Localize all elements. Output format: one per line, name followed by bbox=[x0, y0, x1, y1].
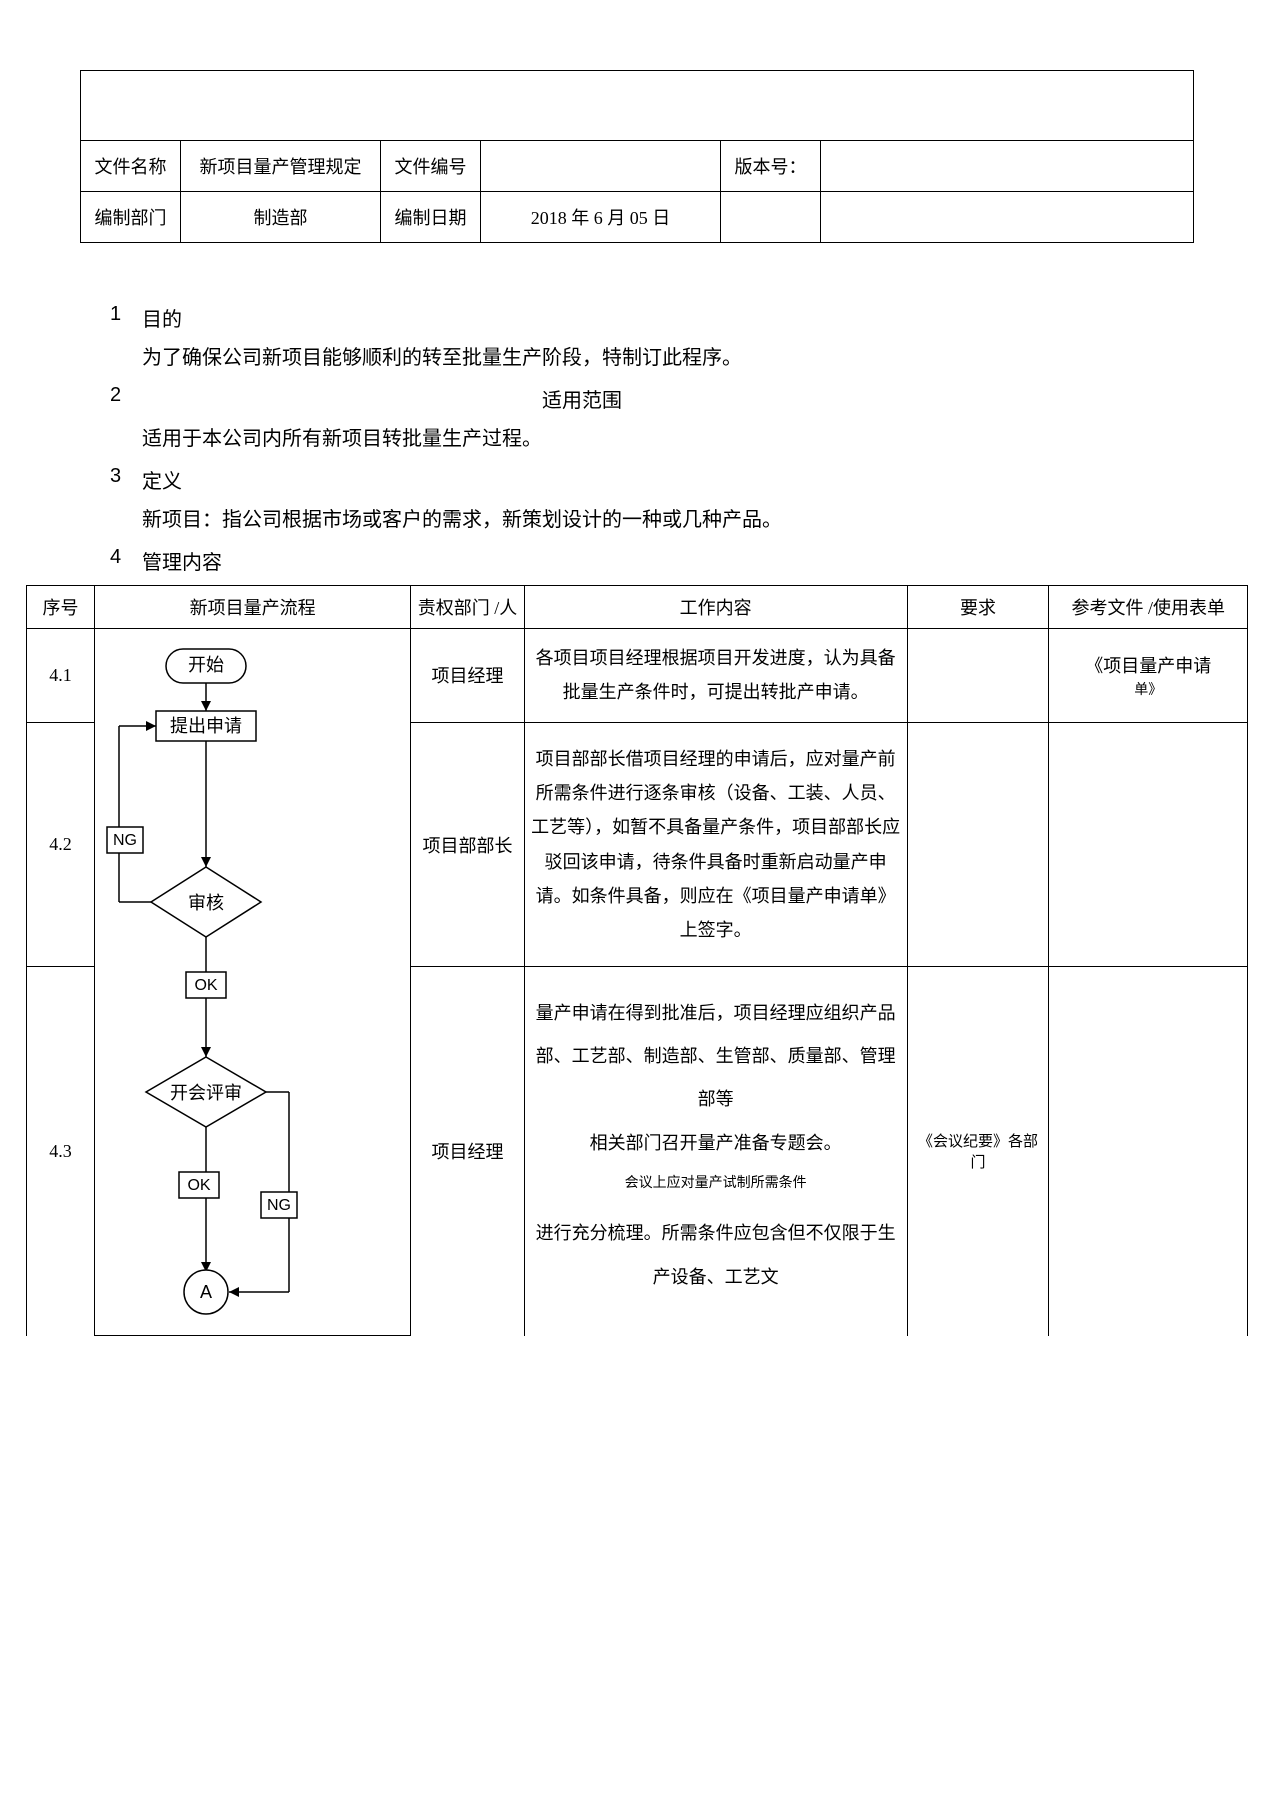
svg-text:开始: 开始 bbox=[188, 655, 224, 675]
hdr-r2c2: 制造部 bbox=[181, 192, 381, 243]
hdr-r1c4 bbox=[481, 141, 721, 192]
section-3: 3 定义 bbox=[110, 465, 1194, 494]
work-4-3-p2: 进行充分梳理。所需条件应包含但不仅限于生产设备、工艺文 bbox=[531, 1212, 901, 1298]
dept-4-2: 项目部部长 bbox=[411, 722, 524, 966]
section-1: 1 目的 bbox=[110, 303, 1194, 332]
section-2: 2 适用范围 bbox=[110, 384, 1194, 413]
hdr-r2c4: 2018 年 6 月 05 日 bbox=[481, 192, 721, 243]
th-flow: 新项目量产流程 bbox=[95, 586, 411, 629]
svg-text:开会评审: 开会评审 bbox=[170, 1083, 242, 1103]
hdr-r2c6 bbox=[821, 192, 1194, 243]
th-work: 工作内容 bbox=[524, 586, 907, 629]
svg-text:NG: NG bbox=[267, 1197, 291, 1214]
hdr-r2c1: 编制部门 bbox=[81, 192, 181, 243]
req-4-2 bbox=[907, 722, 1049, 966]
svg-text:NG: NG bbox=[113, 832, 137, 849]
document-header-table: 文件名称 新项目量产管理规定 文件编号 版本号： 编制部门 制造部 编制日期 2… bbox=[80, 70, 1194, 243]
seq-4-2: 4.2 bbox=[27, 722, 95, 966]
dept-4-3: 项目经理 bbox=[411, 967, 524, 1336]
section-3-num: 3 bbox=[110, 465, 142, 494]
svg-text:审核: 审核 bbox=[188, 893, 224, 913]
section-3-body: 新项目：指公司根据市场或客户的需求，新策划设计的一种或几种产品。 bbox=[142, 504, 1194, 536]
ref-4-2 bbox=[1049, 722, 1248, 966]
th-ref: 参考文件 /使用表单 bbox=[1049, 586, 1248, 629]
ref-4-1: 《项目量产申请 单》 bbox=[1049, 629, 1248, 723]
work-4-3-p1: 量产申请在得到批准后，项目经理应组织产品部、工艺部、制造部、生管部、质量部、管理… bbox=[536, 1003, 896, 1109]
svg-text:OK: OK bbox=[188, 1177, 211, 1194]
svg-text:OK: OK bbox=[195, 977, 218, 994]
req-4-1 bbox=[907, 629, 1049, 723]
hdr-r1c1: 文件名称 bbox=[81, 141, 181, 192]
hdr-r1c5: 版本号： bbox=[721, 141, 821, 192]
content-table: 序号 新项目量产流程 责权部门 /人 工作内容 要求 参考文件 /使用表单 4.… bbox=[26, 585, 1248, 1336]
row-4-1: 4.1 bbox=[27, 629, 1248, 723]
sections-block: 1 目的 为了确保公司新项目能够顺利的转至批量生产阶段，特制订此程序。 2 适用… bbox=[80, 303, 1194, 575]
hdr-r1c3: 文件编号 bbox=[381, 141, 481, 192]
hdr-r2c5 bbox=[721, 192, 821, 243]
hdr-r1c2: 新项目量产管理规定 bbox=[181, 141, 381, 192]
work-4-3-small: 会议上应对量产试制所需条件 bbox=[531, 1167, 901, 1201]
section-2-num: 2 bbox=[110, 384, 142, 413]
header-top-blank bbox=[81, 71, 1194, 141]
work-4-3: 量产申请在得到批准后，项目经理应组织产品部、工艺部、制造部、生管部、质量部、管理… bbox=[524, 967, 907, 1336]
flowchart-svg: 开始 提出申请 NG 审核 OK 开会评审 OK NG A bbox=[101, 637, 311, 1327]
section-4: 4 管理内容 bbox=[110, 546, 1194, 575]
section-4-title: 管理内容 bbox=[142, 546, 222, 575]
section-3-title: 定义 bbox=[142, 465, 182, 494]
svg-text:提出申请: 提出申请 bbox=[170, 716, 242, 736]
th-req: 要求 bbox=[907, 586, 1049, 629]
seq-4-1: 4.1 bbox=[27, 629, 95, 723]
req-4-3: 《会议纪要》各部门 bbox=[907, 967, 1049, 1336]
section-4-num: 4 bbox=[110, 546, 142, 575]
hdr-r1c6 bbox=[821, 141, 1194, 192]
ref-4-1-line2: 单》 bbox=[1134, 683, 1162, 698]
content-header-row: 序号 新项目量产流程 责权部门 /人 工作内容 要求 参考文件 /使用表单 bbox=[27, 586, 1248, 629]
dept-4-1: 项目经理 bbox=[411, 629, 524, 723]
section-1-body: 为了确保公司新项目能够顺利的转至批量生产阶段，特制订此程序。 bbox=[142, 342, 1194, 374]
work-4-1: 各项目项目经理根据项目开发进度，认为具备批量生产条件时，可提出转批产申请。 bbox=[524, 629, 907, 723]
section-1-title: 目的 bbox=[142, 303, 182, 332]
work-4-3-mid: 相关部门召开量产准备专题会。 bbox=[590, 1133, 842, 1153]
svg-text:A: A bbox=[200, 1282, 212, 1302]
section-1-num: 1 bbox=[110, 303, 142, 332]
seq-4-3: 4.3 bbox=[27, 967, 95, 1336]
th-dept: 责权部门 /人 bbox=[411, 586, 524, 629]
flowchart-cell: 开始 提出申请 NG 审核 OK 开会评审 OK NG A bbox=[95, 629, 411, 1336]
ref-4-3 bbox=[1049, 967, 1248, 1336]
section-2-body: 适用于本公司内所有新项目转批量生产过程。 bbox=[142, 423, 1194, 455]
hdr-r2c3: 编制日期 bbox=[381, 192, 481, 243]
ref-4-1-line1: 《项目量产申请 bbox=[1085, 656, 1211, 676]
th-seq: 序号 bbox=[27, 586, 95, 629]
work-4-2: 项目部部长借项目经理的申请后，应对量产前所需条件进行逐条审核（设备、工装、人员、… bbox=[524, 722, 907, 966]
section-2-title: 适用范围 bbox=[542, 384, 622, 413]
